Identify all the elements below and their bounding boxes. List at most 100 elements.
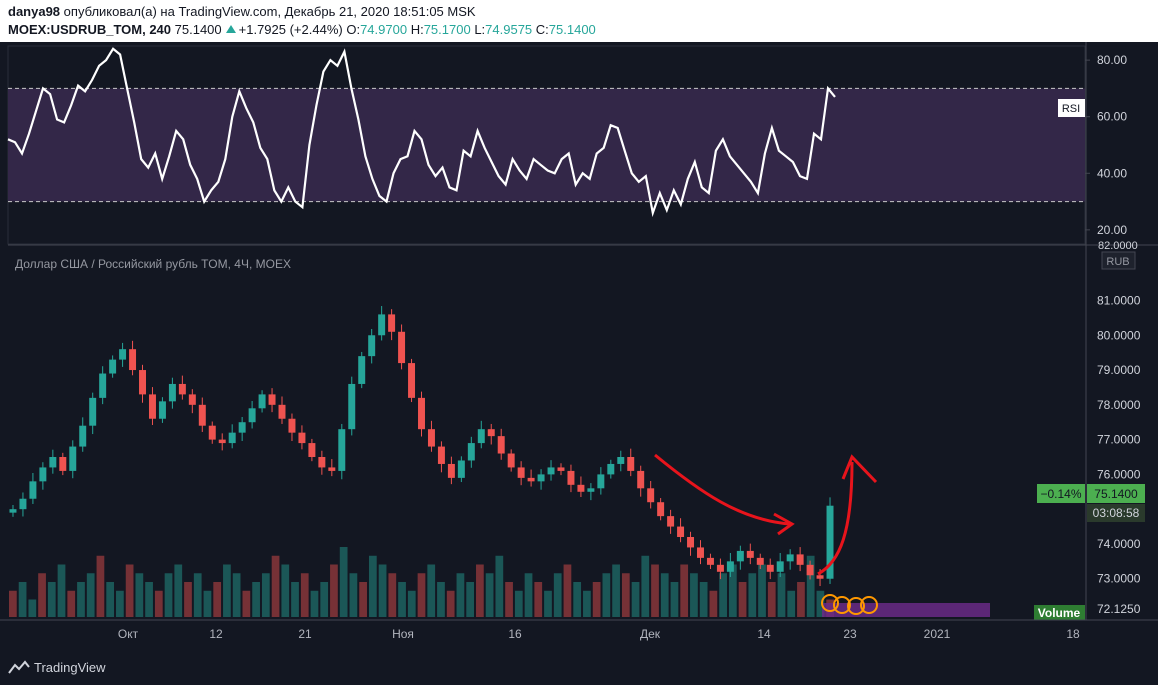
author-name[interactable]: danya98 <box>8 4 61 19</box>
price-axis[interactable]: 81.0000 80.0000 79.0000 78.0000 77.0000 76.00… <box>1097 293 1141 616</box>
up-triangle-icon <box>225 25 236 33</box>
volume-bar <box>495 555 504 617</box>
symbol-label: MOEX:USDRUB_TOM, 240 <box>8 22 172 37</box>
rsi-axis[interactable]: 80.00 60.00 40.00 20.00 <box>1085 53 1127 237</box>
chart-area[interactable]: 80.00 60.00 40.00 20.00 RSI Доллар США / Ро… <box>0 42 1158 650</box>
candle-body <box>667 516 675 527</box>
volume-badge-text: Volume <box>1038 606 1081 620</box>
high-label: H: <box>410 22 424 37</box>
volume-bar <box>378 564 387 617</box>
main-series-title: Доллар США / Российский рубль TOM, 4Ч, M… <box>15 257 291 271</box>
volume-bar <box>514 590 523 617</box>
time-axis[interactable]: Окт 12 21 Ноя 16 Дек 14 23 2021 18 <box>118 627 1080 641</box>
volume-bar <box>466 582 475 617</box>
up-trend-arrow[interactable] <box>817 461 854 576</box>
close-label: C: <box>535 22 549 37</box>
candle-body <box>517 467 525 478</box>
volume-bar <box>320 582 329 617</box>
candle-body <box>826 505 834 579</box>
candle-body <box>119 349 127 360</box>
candle-body <box>318 457 326 468</box>
volume-bar <box>573 582 582 617</box>
candle-body <box>477 429 485 444</box>
candle-body <box>198 404 206 426</box>
time-tick-label: 2021 <box>924 627 951 641</box>
candle-body <box>328 467 336 471</box>
volume-bar <box>349 573 358 617</box>
volume-bar <box>28 599 37 617</box>
volume-bar <box>621 573 630 617</box>
candle-body <box>786 554 794 562</box>
event-marker-icon[interactable] <box>860 596 878 614</box>
candle-body <box>398 331 406 364</box>
volume-bars <box>9 547 834 617</box>
volume-bar <box>203 590 212 617</box>
rsi-band <box>8 88 1085 202</box>
price-tick-label: 80.0000 <box>1097 328 1141 342</box>
volume-bar <box>777 573 786 617</box>
volume-bar <box>417 573 426 617</box>
price-tick-label: 76.0000 <box>1097 467 1141 481</box>
volume-bar <box>427 564 436 617</box>
volume-bar <box>670 582 679 617</box>
time-tick-label: 12 <box>209 627 223 641</box>
volume-bar <box>184 582 192 617</box>
candle-body <box>776 561 784 572</box>
volume-bar <box>816 590 825 617</box>
low-value: 74.9575 <box>485 22 533 37</box>
candle-body <box>298 432 306 444</box>
candle-body <box>308 443 316 457</box>
time-tick-label: 14 <box>757 627 771 641</box>
rsi-line <box>7 47 836 218</box>
volume-bar <box>291 582 299 617</box>
price-top-label: 82.0000 <box>1098 240 1138 252</box>
volume-bar <box>281 564 290 617</box>
drawn-arrows[interactable] <box>654 453 878 576</box>
volume-bar <box>339 547 348 617</box>
price-change: +1.7925 (+2.44%) <box>238 22 343 37</box>
rsi-tick-label: 20.00 <box>1097 223 1127 237</box>
candle-body <box>288 418 296 433</box>
volume-bar <box>223 564 231 617</box>
event-marker-icon[interactable] <box>847 597 865 615</box>
volume-bar <box>164 573 173 617</box>
candle-body <box>258 394 266 409</box>
volume-bar <box>18 582 27 617</box>
volume-bar <box>174 564 183 617</box>
candle-body <box>178 383 186 395</box>
candle-body <box>567 470 575 485</box>
currency-box[interactable] <box>1101 251 1136 270</box>
volume-bar <box>271 555 280 617</box>
time-tick-label: 23 <box>843 627 857 641</box>
last-price: 75.1400 <box>174 22 222 37</box>
down-trend-arrow[interactable] <box>654 453 791 526</box>
open-label: O: <box>346 22 361 37</box>
volume-bar <box>125 564 134 617</box>
candle-body <box>697 547 704 558</box>
price-tick-label: 74.0000 <box>1097 537 1141 551</box>
volume-bar <box>96 555 105 617</box>
event-marker-icon[interactable] <box>833 596 851 614</box>
candle-body <box>537 474 545 482</box>
volume-bar <box>583 590 591 617</box>
event-marker-icon[interactable] <box>821 594 839 612</box>
volume-bar <box>57 564 66 617</box>
volume-bar <box>359 582 367 617</box>
tradingview-logo-icon <box>8 660 30 674</box>
event-markers[interactable] <box>821 594 878 615</box>
volume-bar <box>505 582 513 617</box>
candle-body <box>19 498 27 510</box>
time-tick-label: 18 <box>1066 627 1080 641</box>
volume-bar <box>806 555 815 617</box>
volume-bar <box>446 590 455 617</box>
volume-bar <box>767 582 776 617</box>
candle-body <box>487 429 495 437</box>
brand-name[interactable]: TradingView <box>34 660 106 675</box>
candle-body <box>507 453 515 468</box>
countdown-tag <box>1087 504 1145 522</box>
candle-body <box>418 397 425 430</box>
candle-body <box>129 349 137 371</box>
volume-bar <box>709 590 718 617</box>
volume-bar <box>787 590 796 617</box>
volume-bar <box>368 555 377 617</box>
